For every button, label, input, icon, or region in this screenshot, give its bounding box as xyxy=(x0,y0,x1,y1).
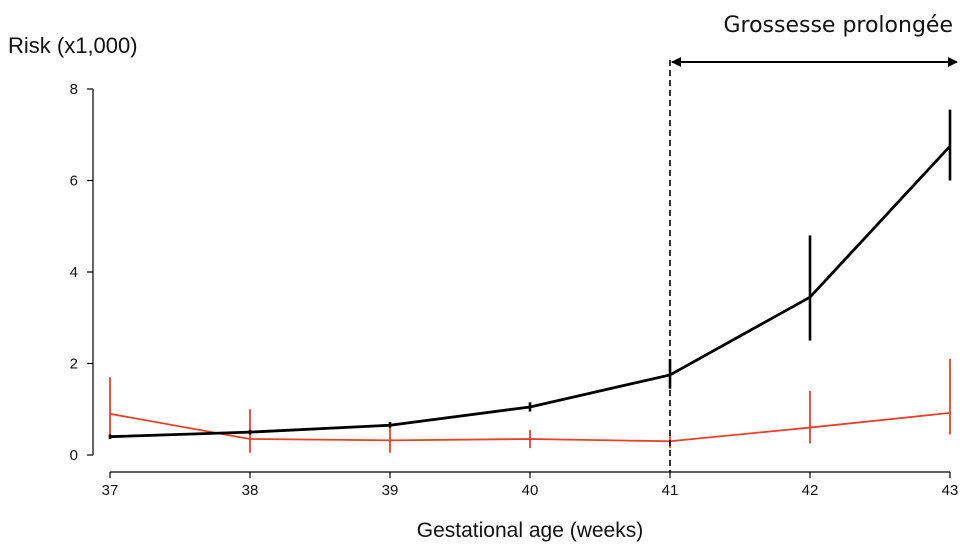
data-point xyxy=(249,438,251,440)
data-point xyxy=(949,145,951,147)
y-tick-label: 8 xyxy=(70,81,78,98)
data-point xyxy=(109,413,111,415)
data-point xyxy=(389,424,391,426)
y-tick-label: 2 xyxy=(70,356,78,373)
y-axis-label: Risk (x1,000) xyxy=(8,33,138,58)
data-point xyxy=(809,427,811,429)
data-point xyxy=(109,436,111,438)
x-tick-label: 43 xyxy=(942,482,959,499)
y-tick-label: 4 xyxy=(70,264,78,281)
series-1-line xyxy=(109,145,952,439)
data-point xyxy=(809,296,811,298)
x-axis-label: Gestational age (weeks) xyxy=(417,519,643,542)
data-point xyxy=(389,439,391,441)
data-point xyxy=(949,412,951,414)
data-point xyxy=(529,438,531,440)
series-1 xyxy=(108,109,952,439)
axes: 0 2 4 6 8 37 38 39 40 41 42 43 xyxy=(70,81,959,499)
x-tick-label: 37 xyxy=(102,482,119,499)
x-tick-label: 40 xyxy=(522,482,539,499)
data-point xyxy=(529,406,531,408)
annotation-label: Grossesse prolongée xyxy=(723,13,953,38)
y-tick-label: 6 xyxy=(70,173,78,190)
x-tick-label: 42 xyxy=(802,482,819,499)
series-layer xyxy=(108,109,952,453)
x-tick-label: 38 xyxy=(242,482,259,499)
y-tick-label: 0 xyxy=(70,447,78,464)
data-point xyxy=(249,431,251,433)
annotation-layer: Grossesse prolongée xyxy=(669,13,958,472)
x-tick-label: 41 xyxy=(662,482,679,499)
x-tick-label: 39 xyxy=(382,482,399,499)
